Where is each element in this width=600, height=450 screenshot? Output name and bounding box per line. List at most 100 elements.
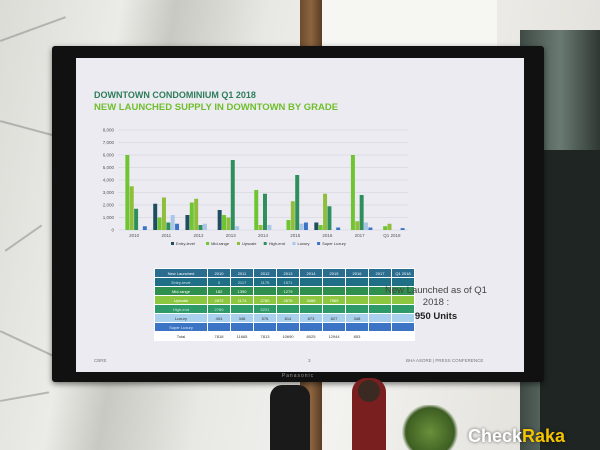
- table-cell: [299, 277, 323, 287]
- bar: [258, 225, 263, 230]
- legend-swatch: [292, 242, 296, 245]
- bar: [303, 222, 308, 230]
- table-row: Total 7818 11665 7813 10690 8025 12944 853: [154, 331, 415, 341]
- table-cell: [322, 286, 346, 296]
- table-row-label: Super Luxury: [154, 322, 208, 332]
- legend-swatch: [263, 242, 267, 245]
- watermark-logo: CheckRaka: [468, 426, 565, 447]
- table-header-cell: 2010: [207, 268, 231, 278]
- legend-label: Luxury: [298, 241, 310, 246]
- footer-logo: CBRE: [94, 358, 107, 363]
- table-cell: [299, 322, 323, 332]
- bar: [222, 215, 227, 230]
- bar: [327, 206, 332, 230]
- bar: [235, 226, 240, 230]
- table-cell: 576: [253, 313, 277, 323]
- table-row-label: High-end: [154, 304, 208, 314]
- table-cell: 7813: [253, 331, 277, 341]
- table-cell: [230, 322, 254, 332]
- table-cell: [322, 304, 346, 314]
- bar: [323, 193, 328, 230]
- x-tick-label: 2015: [290, 233, 301, 238]
- table-header-cell: 2015: [322, 268, 346, 278]
- bar: [364, 222, 369, 230]
- bar: [286, 220, 291, 230]
- table-header-cell: New Launched: [154, 268, 208, 278]
- table-header-cell: 2014: [299, 268, 323, 278]
- legend-label: Super Luxury: [322, 241, 346, 246]
- bar: [170, 215, 175, 230]
- bar: [134, 208, 139, 230]
- table-cell: 12944: [322, 331, 346, 341]
- legend-swatch: [237, 242, 240, 245]
- table-cell: 2117: [230, 277, 254, 287]
- x-tick-label: 2016: [322, 233, 333, 238]
- table-cell: 348: [345, 313, 369, 323]
- table-cell: 5221: [253, 304, 277, 314]
- table-cell: 11665: [230, 331, 254, 341]
- bar: [198, 225, 203, 230]
- table-cell: 182: [207, 286, 231, 296]
- table-cell: 2760: [207, 304, 231, 314]
- x-tick-label: Q1 2018: [383, 233, 401, 238]
- table-cell: 827: [322, 313, 346, 323]
- bar: [383, 226, 388, 230]
- table-cell: [345, 277, 369, 287]
- table-cell: [253, 322, 277, 332]
- bar: [166, 222, 171, 230]
- table-cell: [276, 304, 300, 314]
- bar: [230, 160, 235, 230]
- bar: [368, 227, 373, 230]
- bar: [267, 225, 272, 230]
- table-row: Entry-level 0 2117 1175 1571: [154, 277, 415, 287]
- table-cell: 814: [276, 313, 300, 323]
- bar: [189, 202, 194, 230]
- legend-label: Upscale: [242, 241, 257, 246]
- mirror-glass: [540, 150, 600, 450]
- table-header-cell: 2013: [276, 268, 300, 278]
- bar: [318, 225, 323, 230]
- bar: [125, 155, 130, 230]
- table-row: Luxury 404 348 576 814 873 827 348: [154, 313, 415, 323]
- plant: [400, 405, 460, 450]
- table-cell: 2780: [253, 295, 277, 305]
- bar: [142, 226, 147, 230]
- table-cell: [345, 295, 369, 305]
- table-cell: [299, 286, 323, 296]
- bar: [350, 155, 355, 230]
- table-cell: [322, 277, 346, 287]
- bar: [226, 217, 231, 230]
- table-header-row: New Launched 2010 2011 2012 2013 2014 2015 2016…: [154, 268, 415, 278]
- y-tick-label: 2,000: [103, 203, 115, 208]
- y-tick-label: 1,000: [103, 215, 115, 220]
- bar: [153, 203, 158, 230]
- bar: [355, 221, 360, 230]
- bar: [336, 227, 341, 230]
- launch-units: 950 Units: [414, 311, 458, 322]
- legend-swatch: [171, 242, 174, 245]
- audience-person: [270, 385, 310, 450]
- table-cell: 7818: [207, 331, 231, 341]
- table-cell: [253, 286, 277, 296]
- y-tick-label: 8,000: [103, 128, 115, 133]
- table-row-label: Upscale: [154, 295, 208, 305]
- bar: [254, 190, 259, 230]
- bar: [387, 223, 392, 230]
- table-cell: 2676: [276, 295, 300, 305]
- legend-label: Mid-range: [211, 241, 230, 246]
- supply-table: New Launched 2010 2011 2012 2013 2014 2015 2016…: [154, 268, 415, 341]
- table-row-label: Mid-range: [154, 286, 208, 296]
- table-cell: [391, 322, 415, 332]
- table-row-label: Luxury: [154, 313, 208, 323]
- slide-title: DOWNTOWN CONDOMINIUM Q1 2018: [94, 90, 256, 100]
- footer-text: BHA ASORE | PRESS CONFERENCE: [406, 358, 484, 363]
- table-header-cell: 2012: [253, 268, 277, 278]
- bar: [295, 175, 300, 230]
- table-cell: [207, 322, 231, 332]
- table-cell: [276, 322, 300, 332]
- watermark-part2: Raka: [522, 426, 566, 446]
- table-cell: 1390: [230, 286, 254, 296]
- legend-swatch: [317, 242, 321, 245]
- table-row: Upscale 2872 1174 2780 2676 3086 7565: [154, 295, 415, 305]
- table-cell: [299, 304, 323, 314]
